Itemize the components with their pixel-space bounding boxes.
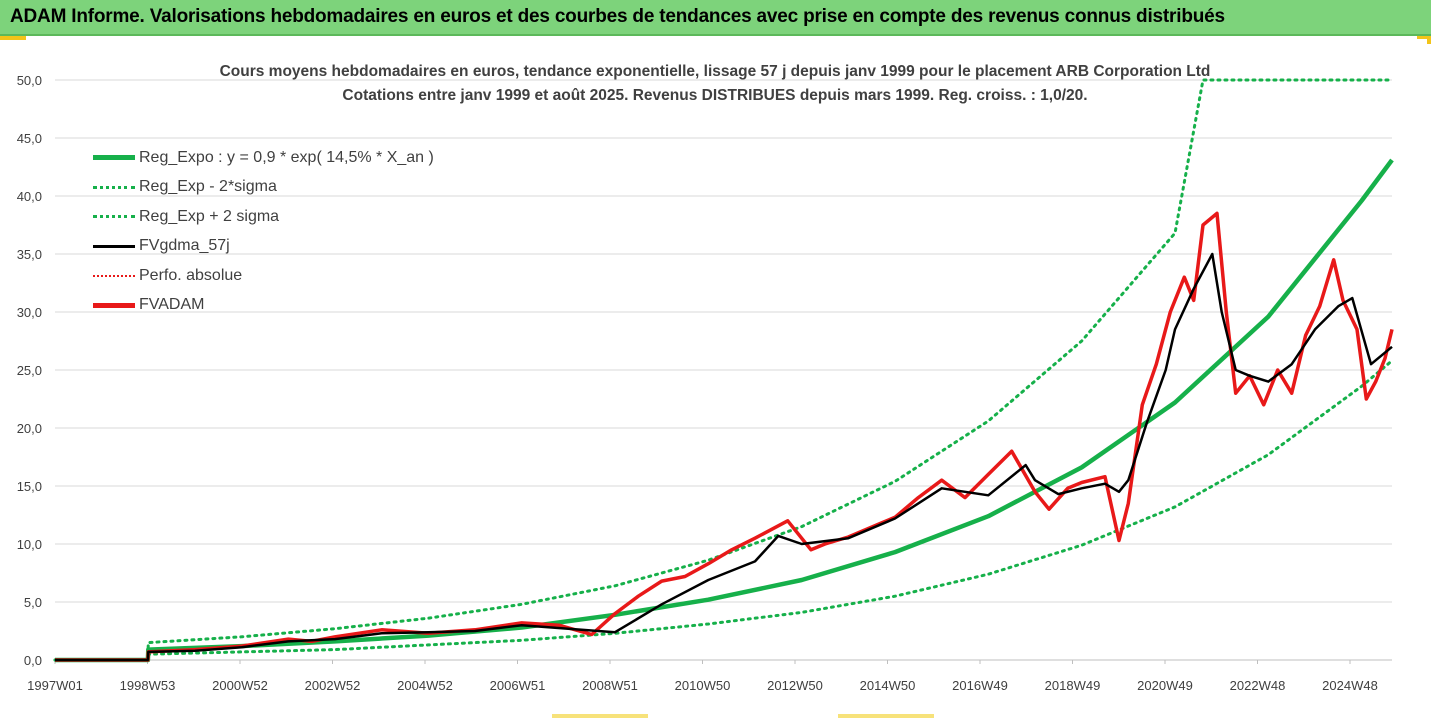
- x-tick-label: 2014W50: [860, 678, 916, 693]
- chart-legend: Reg_Expo : y = 0,9 * exp( 14,5% * X_an )…: [93, 143, 434, 320]
- x-tick-label: 2024W48: [1322, 678, 1378, 693]
- y-tick-label: 50,0: [17, 73, 42, 88]
- legend-item-perfo: Perfo. absolue: [93, 261, 434, 291]
- legend-item-fvgdma: FVgdma_57j: [93, 232, 434, 262]
- legend-label: FVADAM: [139, 296, 205, 314]
- x-tick-label: 2002W52: [305, 678, 361, 693]
- legend-item-reg-expo: Reg_Expo : y = 0,9 * exp( 14,5% * X_an ): [93, 143, 434, 173]
- legend-swatch-dotted-green: [93, 185, 135, 189]
- legend-item-reg-exp-plus: Reg_Exp + 2 sigma: [93, 202, 434, 232]
- bottom-accent-left: [552, 714, 648, 718]
- legend-swatch-solid-black: [93, 244, 135, 248]
- x-tick-label: 1997W01: [27, 678, 83, 693]
- legend-swatch-solid-red: [93, 302, 135, 308]
- chart-title-block: Cours moyens hebdomadaires en euros, ten…: [150, 60, 1280, 108]
- legend-label: Reg_Exp - 2*sigma: [139, 178, 277, 196]
- y-tick-label: 25,0: [17, 363, 42, 378]
- y-tick-label: 20,0: [17, 421, 42, 436]
- x-tick-label: 2020W49: [1137, 678, 1193, 693]
- y-tick-label: 30,0: [17, 305, 42, 320]
- series-line-solid-black: [55, 252, 1393, 662]
- y-tick-label: 15,0: [17, 479, 42, 494]
- legend-swatch-solid-green: [93, 155, 135, 161]
- x-tick-label: 2008W51: [582, 678, 638, 693]
- x-tick-label: 2000W52: [212, 678, 268, 693]
- legend-label: Reg_Expo : y = 0,9 * exp( 14,5% * X_an ): [139, 148, 434, 166]
- corner-accent-right: [1427, 36, 1431, 44]
- y-tick-label: 45,0: [17, 131, 42, 146]
- y-tick-label: 0,0: [24, 653, 42, 668]
- y-tick-label: 5,0: [24, 595, 42, 610]
- x-tick-label: 2010W50: [675, 678, 731, 693]
- legend-swatch-dotted-green: [93, 215, 135, 219]
- report-title: ADAM Informe. Valorisations hebdomadaire…: [10, 6, 1225, 27]
- chart-plot-area: 0,0 5,0 10,0 15,0 20,0 25,0 30,0 35,0 40,0 45,0 50…: [17, 73, 1394, 693]
- y-tick-label: 35,0: [17, 247, 42, 262]
- x-tick-label: 2016W49: [952, 678, 1008, 693]
- legend-label: Reg_Exp + 2 sigma: [139, 207, 280, 225]
- x-tick-label: 1998W53: [120, 678, 176, 693]
- bottom-accent-right: [838, 714, 934, 718]
- x-tick-label: 2004W52: [397, 678, 453, 693]
- series-line-dotted-green: [53, 78, 1394, 662]
- y-tick-label: 40,0: [17, 189, 42, 204]
- series-line-dotted-green: [53, 359, 1394, 662]
- legend-swatch-dotted-red: [93, 274, 135, 277]
- corner-accent-right-top: [1417, 36, 1431, 39]
- x-tick-label: 2018W49: [1045, 678, 1101, 693]
- legend-label: Perfo. absolue: [139, 266, 243, 284]
- chart-subtitle: Cotations entre janv 1999 et août 2025. …: [342, 87, 1088, 104]
- chart-title: Cours moyens hebdomadaires en euros, ten…: [219, 63, 1211, 80]
- report-header-banner: ADAM Informe. Valorisations hebdomadaire…: [0, 0, 1431, 36]
- x-tick-label: 2006W51: [490, 678, 546, 693]
- legend-item-reg-exp-minus: Reg_Exp - 2*sigma: [93, 173, 434, 203]
- x-tick-label: 2012W50: [767, 678, 823, 693]
- legend-label: FVgdma_57j: [139, 237, 230, 255]
- corner-accent-left: [0, 36, 26, 40]
- y-tick-label: 10,0: [17, 537, 42, 552]
- legend-item-fvadam: FVADAM: [93, 291, 434, 321]
- x-tick-label: 2022W48: [1230, 678, 1286, 693]
